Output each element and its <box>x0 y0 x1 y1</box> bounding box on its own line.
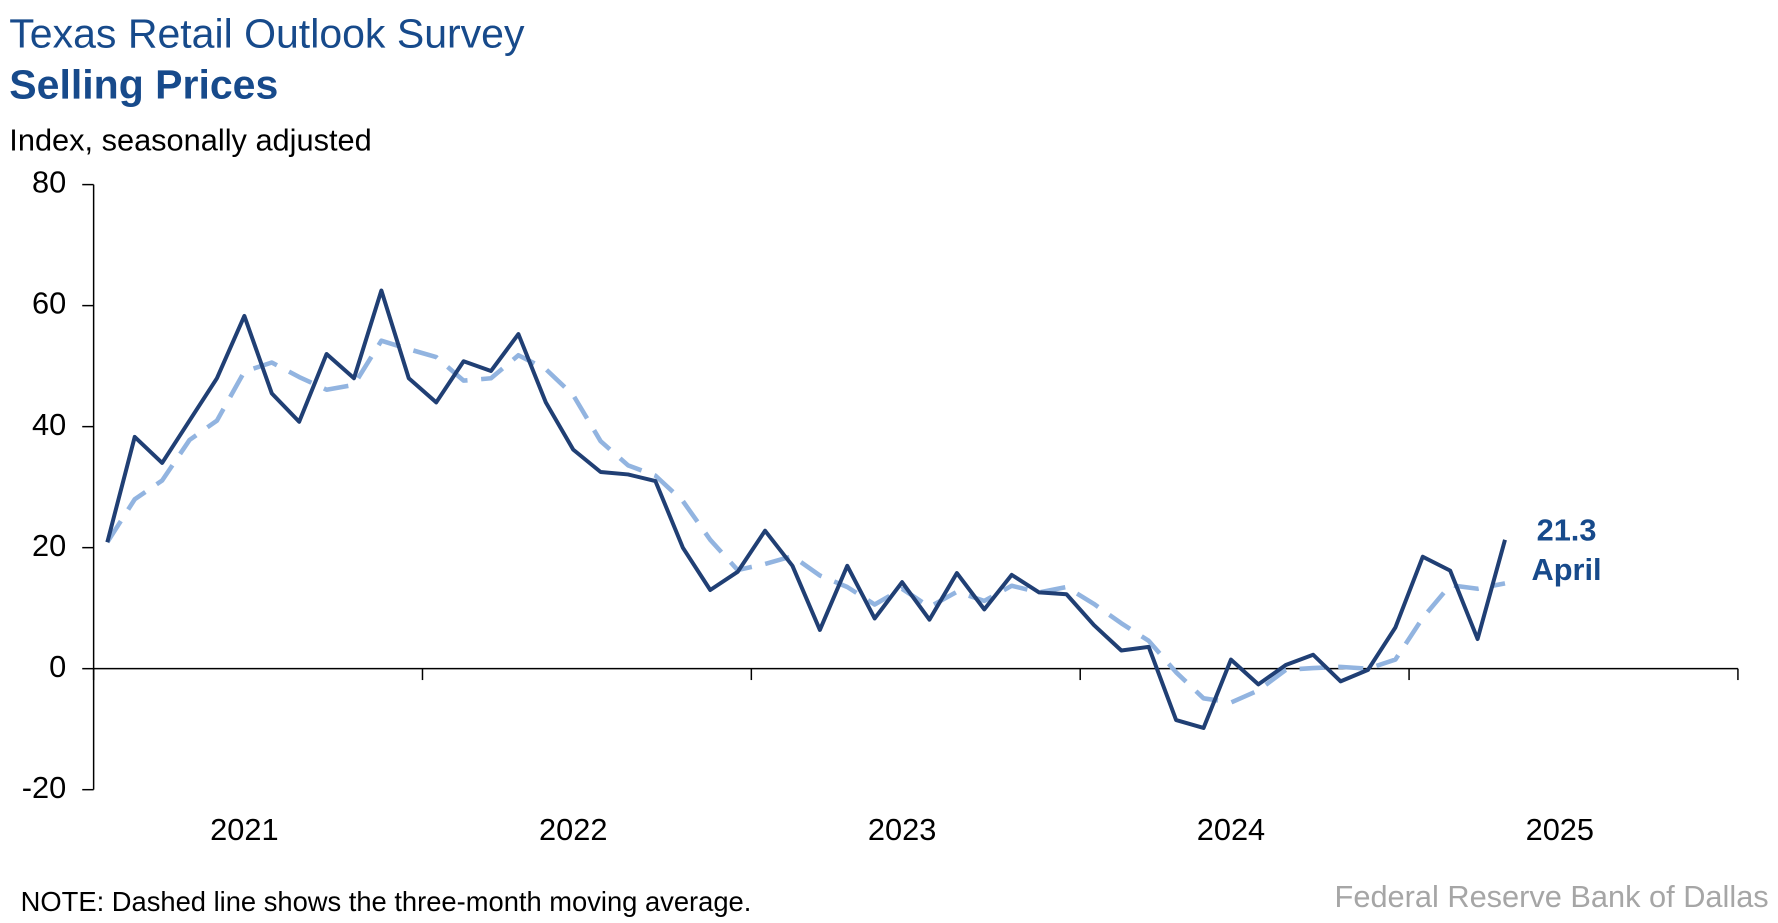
y-tick-label: -20 <box>22 770 66 805</box>
x-tick-label: 2021 <box>210 812 278 847</box>
x-tick-label: 2024 <box>1197 812 1265 847</box>
y-tick-label: 60 <box>32 286 66 321</box>
chart-title: Texas Retail Outlook Survey <box>9 10 525 56</box>
y-axis-label: Index, seasonally adjusted <box>9 123 371 158</box>
y-tick-label: 0 <box>49 649 66 684</box>
x-tick-label: 2023 <box>868 812 936 847</box>
last-value-label: 21.3 <box>1537 512 1597 547</box>
y-tick-label: 20 <box>32 528 66 563</box>
annotation: April <box>1531 552 1601 587</box>
x-tick-label: 2022 <box>539 812 607 847</box>
moving-average-line <box>105 338 1506 705</box>
y-tick-label: 40 <box>32 407 66 442</box>
index-line <box>105 288 1507 730</box>
chart-subtitle: Selling Prices <box>9 62 278 108</box>
source: Federal Reserve Bank of Dallas <box>1335 879 1769 914</box>
y-tick-label: 80 <box>32 165 66 200</box>
note: NOTE: Dashed line shows the three-month … <box>21 886 752 917</box>
x-tick-label: 2025 <box>1526 812 1594 847</box>
